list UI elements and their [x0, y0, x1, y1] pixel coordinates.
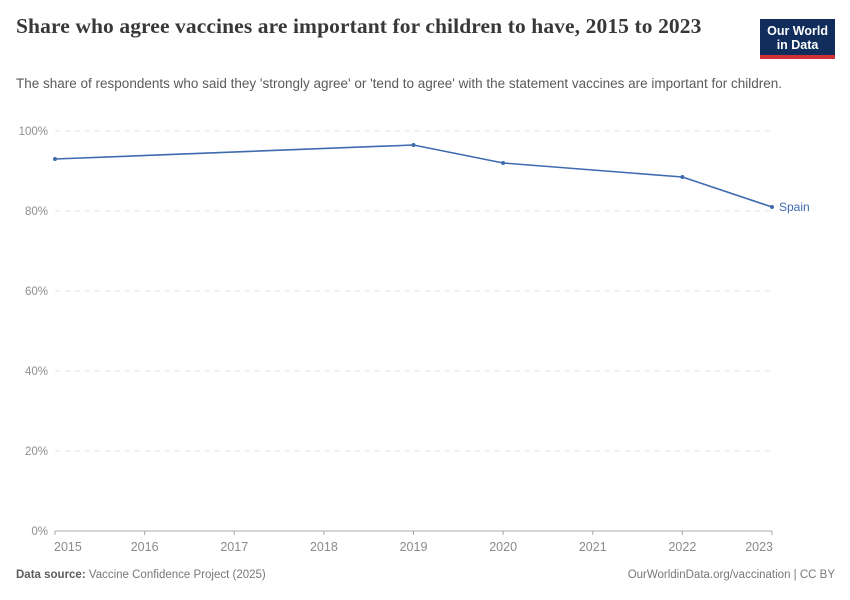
owid-logo-line1: Our World: [767, 24, 828, 38]
x-tick-label: 2022: [668, 540, 696, 554]
x-tick-label: 2016: [131, 540, 159, 554]
x-tick-label: 2021: [579, 540, 607, 554]
chart-subtitle: The share of respondents who said they '…: [16, 76, 782, 91]
owid-logo[interactable]: Our World in Data: [760, 19, 835, 59]
data-source-label: Data source:: [16, 569, 86, 581]
y-tick-label: 20%: [25, 446, 48, 458]
data-source: Data source: Vaccine Confidence Project …: [16, 568, 266, 582]
attribution: OurWorldinData.org/vaccination | CC BY: [627, 569, 835, 581]
data-point[interactable]: [53, 157, 57, 161]
data-point[interactable]: [411, 143, 416, 147]
x-tick-label: 2020: [489, 540, 517, 554]
chart-title: Share who agree vaccines are important f…: [16, 14, 702, 38]
line-chart-canvas[interactable]: 0% 20% 40% 60% 80% 100% 2015 2016 2017 2018 2019 20…: [0, 120, 850, 565]
data-source-text: Vaccine Confidence Project (2025): [88, 569, 266, 581]
y-tick-label: 80%: [25, 206, 48, 218]
x-tick-label: 2015: [54, 540, 82, 554]
series-line-spain[interactable]: [54, 144, 773, 208]
data-point[interactable]: [680, 175, 685, 179]
x-tick-label: 2018: [310, 540, 338, 554]
x-tick-label: 2019: [400, 540, 428, 554]
x-tick-label: 2017: [220, 540, 248, 554]
data-point[interactable]: [770, 205, 774, 209]
y-tick-label: 0%: [31, 526, 48, 538]
y-tick-label: 40%: [25, 366, 48, 378]
series-end-label-spain[interactable]: Spain: [779, 200, 810, 214]
owid-logo-line2: in Data: [776, 38, 819, 52]
y-tick-label: 60%: [25, 286, 48, 298]
data-point[interactable]: [501, 161, 506, 165]
y-tick-label: 100%: [19, 126, 48, 138]
x-tick-label: 2023: [745, 540, 773, 554]
chart-footer: Data source: Vaccine Confidence Project …: [16, 568, 835, 582]
